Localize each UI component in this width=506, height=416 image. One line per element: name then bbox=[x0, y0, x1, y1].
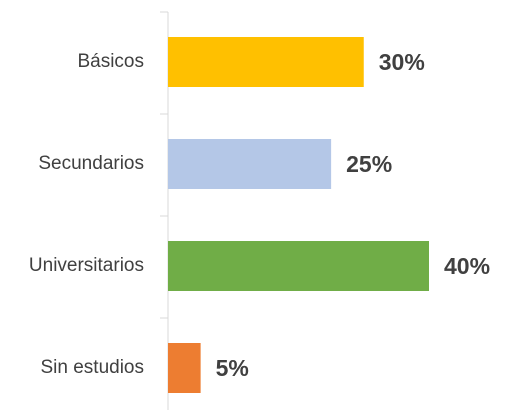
bar bbox=[168, 241, 429, 291]
category-label: Básicos bbox=[77, 51, 144, 72]
bar bbox=[168, 139, 332, 189]
data-label: 25% bbox=[346, 151, 392, 177]
bar bbox=[168, 37, 364, 87]
data-label: 5% bbox=[216, 355, 249, 381]
data-label: 30% bbox=[379, 49, 425, 75]
data-label: 40% bbox=[444, 253, 490, 279]
category-label: Universitarios bbox=[29, 255, 144, 276]
category-label: Sin estudios bbox=[40, 357, 144, 378]
bar bbox=[168, 343, 201, 393]
category-label: Secundarios bbox=[38, 153, 144, 174]
